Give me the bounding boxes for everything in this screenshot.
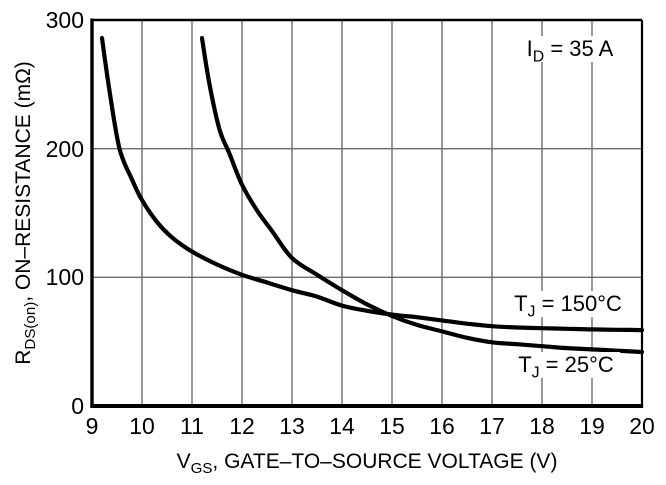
y-axis-title-text: , ON–RESISTANCE (mΩ) [12,61,35,302]
drain-current-subscript: D [532,48,545,66]
drain-current-annotation: ID = 35 A [520,36,620,66]
x-tick-label: 17 [479,413,505,439]
series-label-25c-symbol: T [518,352,532,377]
y-tick-label: 0 [71,393,84,419]
x-tick-label: 11 [180,413,204,439]
y-tick-label: 200 [45,135,84,162]
series-label-150c-value: = 150°C [535,291,622,316]
x-axis-title-subscript: GS [190,460,213,478]
curve-25c [199,35,645,355]
x-tick-label: 19 [579,413,605,439]
curve-150c [99,35,645,333]
series-label-150c-subscript: J [527,303,536,321]
x-tick-label: 15 [379,413,405,439]
y-axis-title-subscript: DS(on) [22,301,40,350]
series-label-25c-subscript: J [531,364,540,382]
x-axis-title: VGS, GATE–TO–SOURCE VOLTAGE (V) [92,450,642,478]
x-tick-label: 18 [529,413,555,439]
series-label-25c: TJ = 25°C [512,352,620,382]
x-tick-label: 10 [129,413,155,439]
data-curves [99,35,645,355]
x-tick-label: 16 [429,413,455,439]
x-tick-label: 20 [629,413,655,439]
x-axis-title-text: , GATE–TO–SOURCE VOLTAGE (V) [212,450,558,473]
x-tick-label: 9 [85,413,99,439]
plot-frame [90,18,644,408]
y-axis-title-symbol: R [12,349,35,365]
x-axis-title-symbol: V [176,450,191,473]
drain-current-value: = 35 A [544,36,614,61]
x-tick-label: 13 [279,413,305,439]
series-label-150c: TJ = 150°C [508,291,628,321]
gridlines [92,20,642,406]
series-label-150c-symbol: T [514,291,528,316]
x-tick-label: 12 [229,413,255,439]
y-tick-label: 100 [45,264,84,291]
series-label-25c-value: = 25°C [539,352,614,377]
y-axis-title: RDS(on), ON–RESISTANCE (mΩ) [12,61,40,365]
x-tick-label: 14 [329,413,355,439]
y-tick-label: 300 [45,7,84,33]
drain-current-symbol: I [526,36,533,61]
